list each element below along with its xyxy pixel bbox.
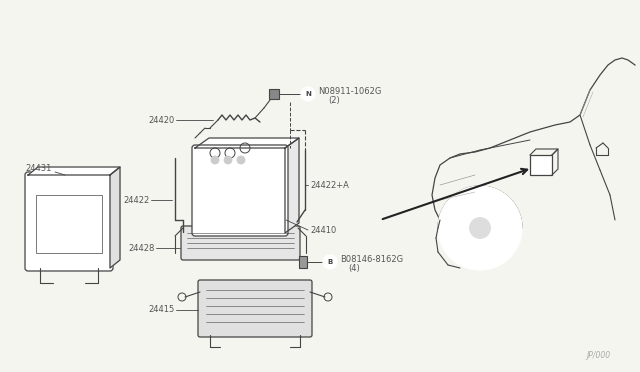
Circle shape (457, 205, 503, 251)
Text: 24420: 24420 (148, 115, 175, 125)
Polygon shape (28, 167, 120, 175)
Text: 24410: 24410 (310, 225, 336, 234)
Text: N08911-1062G: N08911-1062G (318, 87, 381, 96)
Text: 24415: 24415 (148, 305, 175, 314)
Text: 24422: 24422 (124, 196, 150, 205)
Bar (269, 89, 279, 99)
FancyBboxPatch shape (192, 145, 288, 236)
Circle shape (211, 156, 219, 164)
Text: 24422+A: 24422+A (310, 180, 349, 189)
Circle shape (323, 255, 337, 269)
Bar (195, 148, 285, 233)
Text: B08146-8162G: B08146-8162G (340, 254, 403, 263)
FancyBboxPatch shape (198, 280, 312, 337)
Text: (4): (4) (348, 263, 360, 273)
Text: (2): (2) (328, 96, 340, 105)
Text: B: B (328, 259, 333, 265)
Bar (36, 195, 102, 253)
Circle shape (470, 218, 490, 238)
Text: 24431: 24431 (25, 164, 51, 173)
Circle shape (237, 156, 245, 164)
Circle shape (438, 186, 522, 270)
Text: 24428: 24428 (129, 244, 155, 253)
Bar (299, 256, 307, 268)
Text: N: N (305, 91, 311, 97)
Polygon shape (195, 138, 299, 148)
Circle shape (301, 87, 315, 101)
Polygon shape (285, 138, 299, 233)
Text: JP/000: JP/000 (586, 351, 610, 360)
FancyBboxPatch shape (25, 172, 113, 271)
Polygon shape (110, 167, 120, 268)
FancyBboxPatch shape (181, 226, 300, 260)
Circle shape (224, 156, 232, 164)
Bar (530, 155, 552, 175)
